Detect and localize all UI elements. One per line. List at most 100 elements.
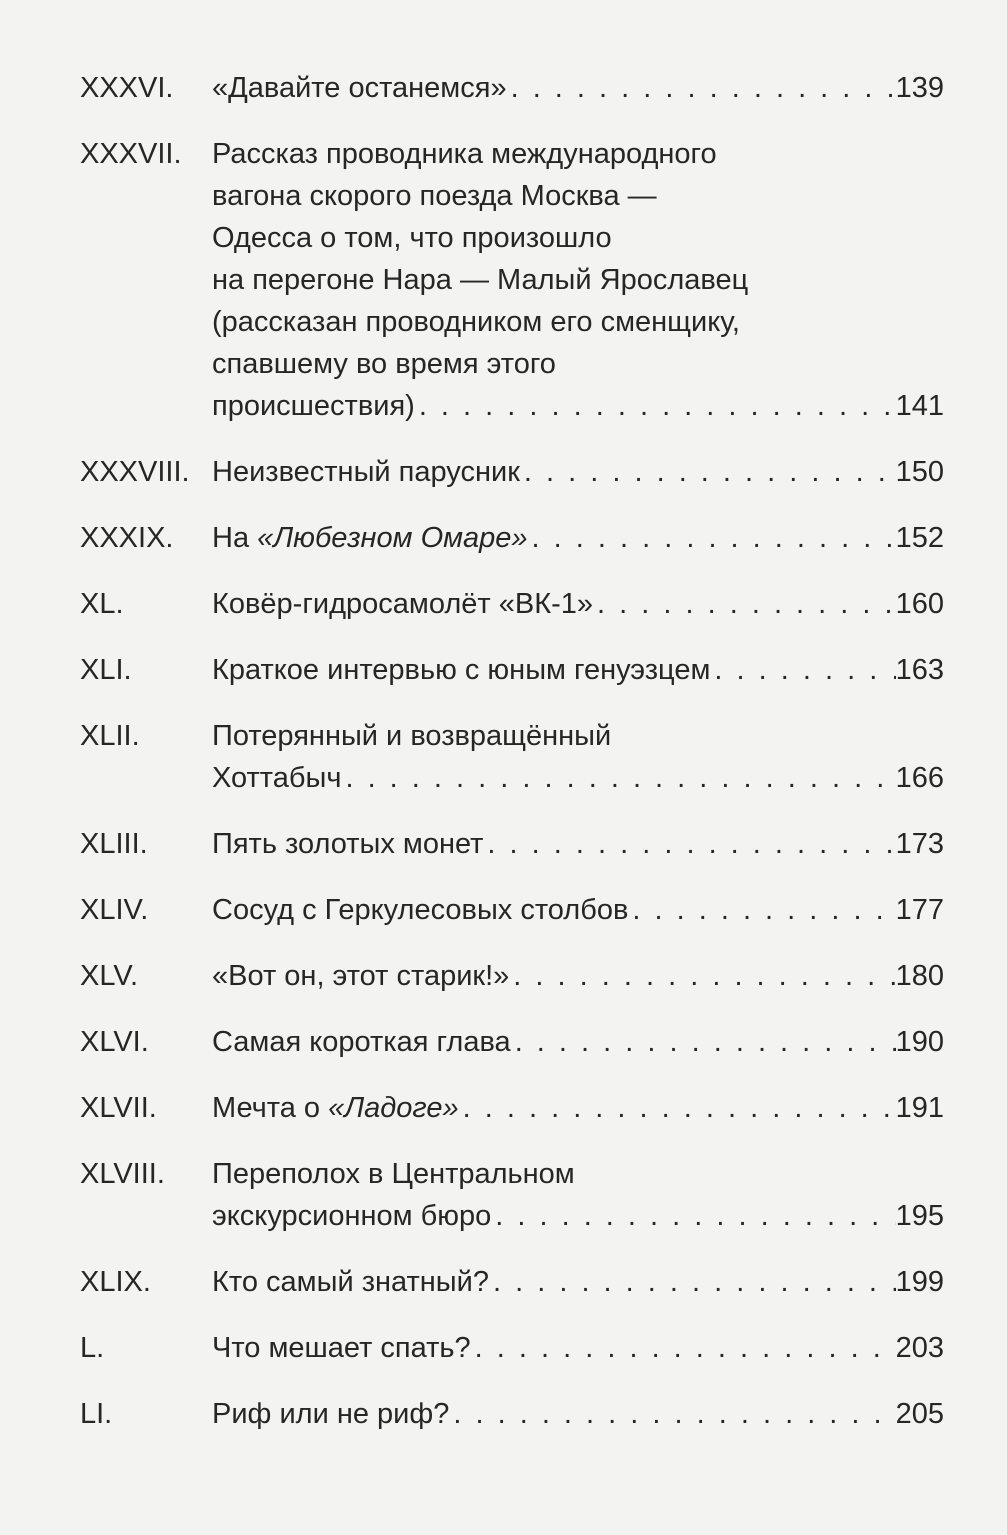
toc-entry: XLVII. Мечта о «Ладоге» 191 xyxy=(80,1087,944,1129)
title-part: Кто самый знатный? xyxy=(212,1266,489,1298)
title-part: Переполох в Центральном xyxy=(212,1158,575,1190)
chapter-number: XLIX. xyxy=(80,1266,151,1298)
toc-entry: XXXVI. «Давайте останемся» 139 xyxy=(80,67,944,109)
toc-entry: XXXIX. На «Любезном Омаре» 152 xyxy=(80,517,944,559)
page-number: 177 xyxy=(895,894,944,926)
toc-entry: XLIII. Пять золотых монет 173 xyxy=(80,823,944,865)
table-of-contents: XXXVI. «Давайте останемся» 139 XXXVII. Расск… xyxy=(80,67,944,1459)
title-line: происшествия) 141 xyxy=(212,385,944,427)
dot-leader xyxy=(511,1021,896,1063)
page-number: 152 xyxy=(895,522,944,554)
title-line: Риф или не риф? 205 xyxy=(212,1393,944,1435)
title-part: Рассказ проводника международного xyxy=(212,138,717,170)
chapter-title: Что мешает спать? 203 xyxy=(212,1327,944,1369)
title-part: На xyxy=(212,522,258,554)
chapter-number: XLVI. xyxy=(80,1026,149,1058)
title-text: Краткое интервью с юным генуэзцем xyxy=(212,649,710,691)
title-line: Сосуд с Геркулесовых столбов 177 xyxy=(212,889,944,931)
title-line: На «Любезном Омаре» 152 xyxy=(212,517,944,559)
title-text: На «Любезном Омаре» xyxy=(212,517,528,559)
title-line: Рассказ проводника международного xyxy=(212,133,944,175)
title-part: на перегоне Нара — Малый Ярославец xyxy=(212,264,749,296)
chapter-number: L. xyxy=(80,1332,105,1364)
title-text: Хоттабыч xyxy=(212,757,341,799)
toc-entry: XLVIII. Переполох в Центральном экскурсион… xyxy=(80,1153,944,1237)
title-text: Сосуд с Геркулесовых столбов xyxy=(212,889,628,931)
page-number: 203 xyxy=(895,1332,944,1364)
title-text: Рассказ проводника международного xyxy=(212,138,717,170)
toc-entry: XLVI. Самая короткая глава 190 xyxy=(80,1021,944,1063)
title-line: Самая короткая глава 190 xyxy=(212,1021,944,1063)
chapter-number: XLIV. xyxy=(80,894,149,926)
title-text: спавшему во время этого xyxy=(212,348,556,380)
title-part: Потерянный и возвращённый xyxy=(212,720,612,752)
title-line: Потерянный и возвращённый xyxy=(212,715,944,757)
dot-leader xyxy=(507,67,896,109)
title-part: Краткое интервью с юным генуэзцем xyxy=(212,654,711,686)
title-part: Риф или не риф? xyxy=(212,1398,450,1430)
page-number: 205 xyxy=(895,1398,944,1430)
dot-leader xyxy=(509,955,895,997)
page-number: 173 xyxy=(895,828,944,860)
title-part: происшествия) xyxy=(212,390,415,422)
page-number: 199 xyxy=(895,1266,944,1298)
toc-entry: XLIV. Сосуд с Геркулесовых столбов 177 xyxy=(80,889,944,931)
title-text: Риф или не риф? xyxy=(212,1393,449,1435)
title-text: Одесса о том, что произошло xyxy=(212,222,612,254)
title-part: вагона скорого поезда Москва — xyxy=(212,180,657,212)
chapter-title: «Давайте останемся» 139 xyxy=(212,67,944,109)
chapter-number: XXXVI. xyxy=(80,72,174,104)
page-number: 191 xyxy=(895,1092,944,1124)
title-part: экскурсионном бюро xyxy=(212,1200,492,1232)
title-part: (рассказан проводником его сменщику, xyxy=(212,306,740,338)
title-part: Ковёр-гидросамолёт «ВК-1» xyxy=(212,588,594,620)
title-text: Кто самый знатный? xyxy=(212,1261,489,1303)
title-text: Ковёр-гидросамолёт «ВК-1» xyxy=(212,583,593,625)
toc-entry: XLII. Потерянный и возвращённый Хоттабыч 16… xyxy=(80,715,944,799)
toc-entry: XLV. «Вот он, этот старик!» 180 xyxy=(80,955,944,997)
page-number: 180 xyxy=(895,960,944,992)
title-text: вагона скорого поезда Москва — xyxy=(212,180,657,212)
title-line: на перегоне Нара — Малый Ярославец xyxy=(212,259,944,301)
chapter-title: Сосуд с Геркулесовых столбов 177 xyxy=(212,889,944,931)
title-line: Неизвестный парусник 150 xyxy=(212,451,944,493)
dot-leader xyxy=(341,757,895,799)
title-text: Самая короткая глава xyxy=(212,1021,511,1063)
chapter-number: XLVIII. xyxy=(80,1158,165,1190)
title-line: Мечта о «Ладоге» 191 xyxy=(212,1087,944,1129)
chapter-number: XLII. xyxy=(80,720,140,752)
chapter-number: XLV. xyxy=(80,960,139,992)
title-line: Одесса о том, что произошло xyxy=(212,217,944,259)
toc-entry: XL. Ковёр-гидросамолёт «ВК-1» 160 xyxy=(80,583,944,625)
chapter-title: Кто самый знатный? 199 xyxy=(212,1261,944,1303)
toc-entry: XLIX. Кто самый знатный? 199 xyxy=(80,1261,944,1303)
title-part: Одесса о том, что произошло xyxy=(212,222,612,254)
title-text: на перегоне Нара — Малый Ярославец xyxy=(212,264,748,296)
chapter-number: XL. xyxy=(80,588,124,620)
page-number: 190 xyxy=(895,1026,944,1058)
toc-entry: XLI. Краткое интервью с юным генуэзцем 163 xyxy=(80,649,944,691)
title-part: Самая короткая глава xyxy=(212,1026,511,1058)
title-line: Что мешает спать? 203 xyxy=(212,1327,944,1369)
dot-leader xyxy=(459,1087,896,1129)
title-text: «Вот он, этот старик!» xyxy=(212,955,509,997)
title-part: «Вот он, этот старик!» xyxy=(212,960,510,992)
title-line: вагона скорого поезда Москва — xyxy=(212,175,944,217)
toc-entry: XXXVIII. Неизвестный парусник 150 xyxy=(80,451,944,493)
title-part: «Давайте останемся» xyxy=(212,72,507,104)
title-part: Неизвестный парусник xyxy=(212,456,520,488)
page-number: 195 xyxy=(895,1200,944,1232)
italic-title-part: «Ладоге» xyxy=(328,1092,459,1124)
chapter-title: Краткое интервью с юным генуэзцем 163 xyxy=(212,649,944,691)
title-line: Ковёр-гидросамолёт «ВК-1» 160 xyxy=(212,583,944,625)
title-line: экскурсионном бюро 195 xyxy=(212,1195,944,1237)
title-text: Неизвестный парусник xyxy=(212,451,520,493)
chapter-title: Переполох в Центральном экскурсионном бюр… xyxy=(212,1153,944,1237)
chapter-number: XXXVIII. xyxy=(80,456,190,488)
dot-leader xyxy=(710,649,895,691)
title-line: Пять золотых монет 173 xyxy=(212,823,944,865)
title-text: «Давайте останемся» xyxy=(212,67,507,109)
chapter-number: XXXVII. xyxy=(80,138,182,170)
title-text: Пять золотых монет xyxy=(212,823,483,865)
dot-leader xyxy=(471,1327,896,1369)
